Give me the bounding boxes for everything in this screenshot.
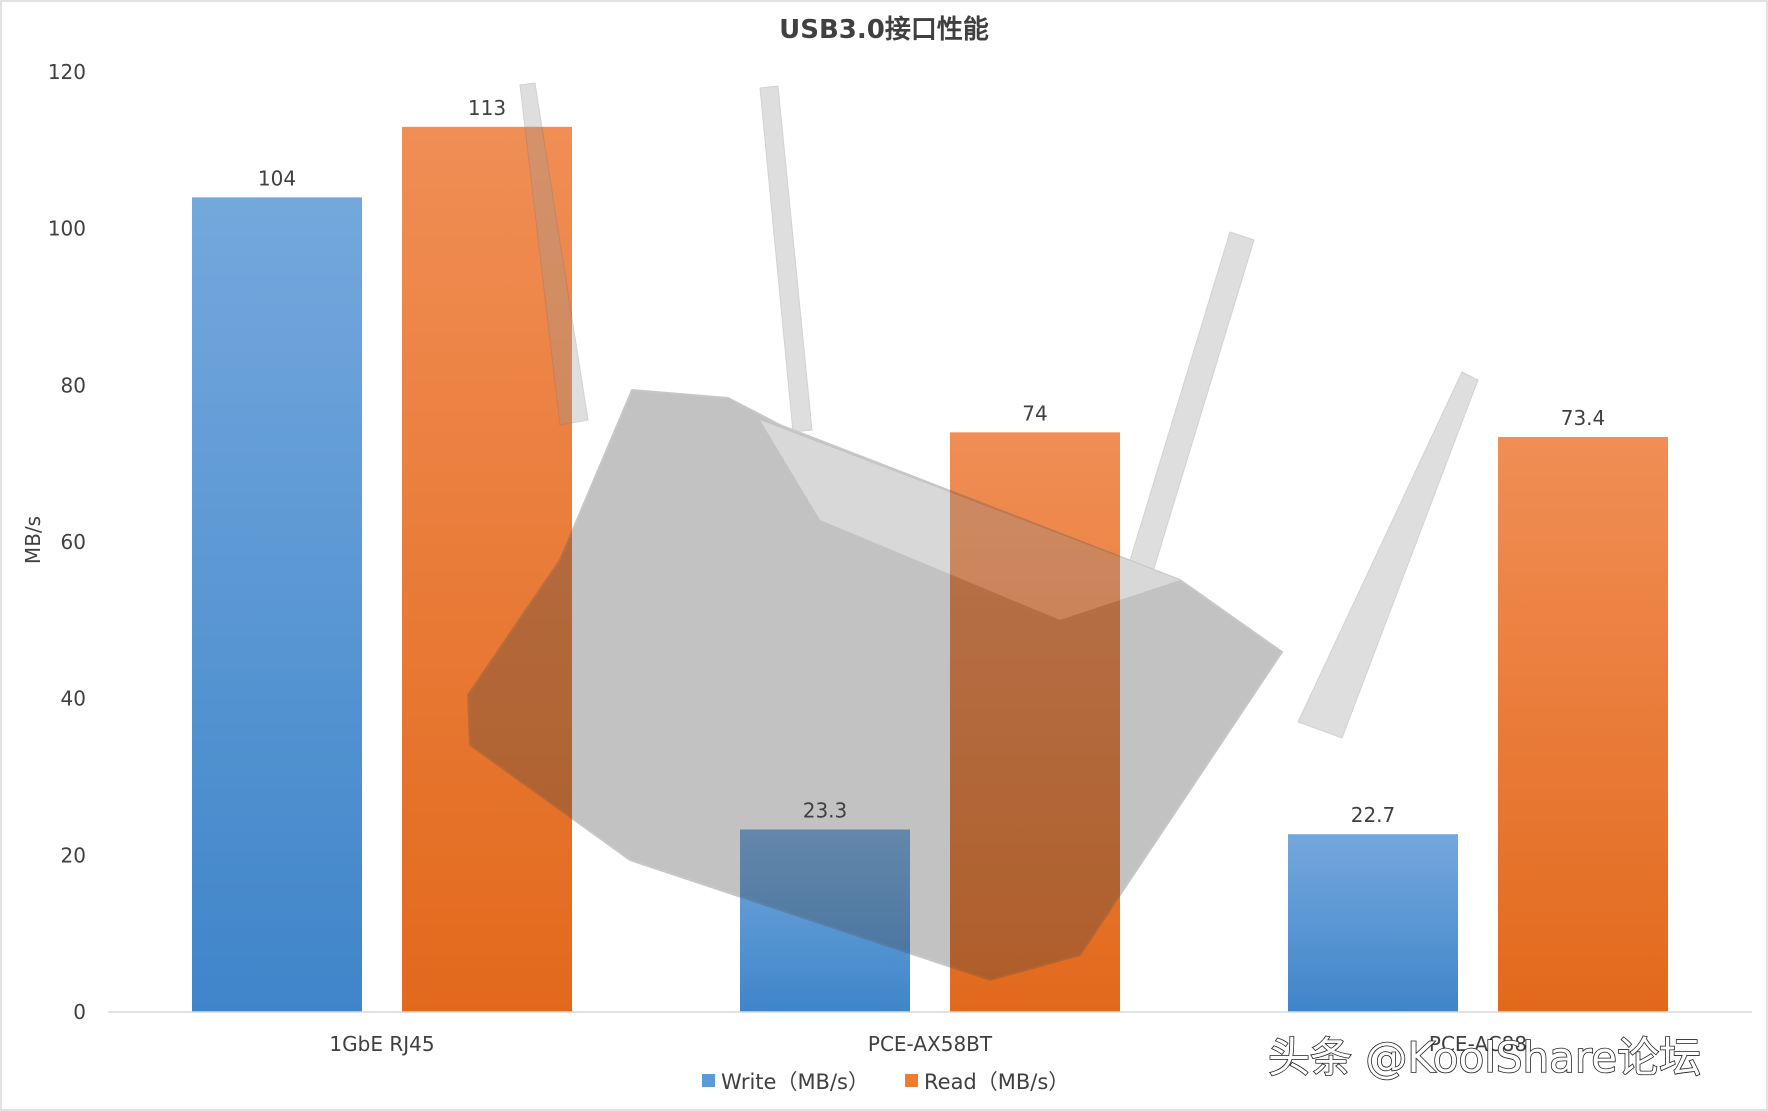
x-category-label: 1GbE RJ45: [329, 1032, 434, 1056]
data-label: 104: [258, 166, 296, 190]
y-tick-label: 60: [61, 530, 86, 554]
data-label: 73.4: [1561, 406, 1606, 430]
x-category-label: PCE-AX58BT: [868, 1032, 993, 1056]
bar-read: [1498, 437, 1668, 1012]
y-tick-label: 40: [61, 687, 86, 711]
bar-read: [950, 432, 1120, 1012]
y-tick-label: 20: [61, 843, 86, 867]
data-label: 23.3: [803, 798, 848, 822]
bar-read: [402, 126, 572, 1013]
watermark: 头条 @KoolShare论坛: [1267, 1032, 1702, 1083]
bars: [192, 126, 1668, 1013]
legend: Write（MB/s） Read（MB/s）: [702, 1070, 1069, 1094]
y-axis-ticks: 0 20 40 60 80 100 120: [48, 60, 86, 1024]
chart-title: USB3.0接口性能: [779, 14, 989, 45]
y-tick-label: 120: [48, 60, 86, 84]
watermark-text: 头条 @KoolShare论坛: [1268, 1033, 1701, 1082]
data-label: 74: [1022, 401, 1047, 425]
bar-write: [740, 829, 910, 1012]
data-label: 22.7: [1351, 803, 1396, 827]
data-label: 113: [468, 96, 506, 120]
legend-swatch: [905, 1074, 918, 1087]
y-tick-label: 0: [73, 1000, 86, 1024]
legend-label: Write（MB/s）: [721, 1070, 869, 1094]
legend-label: Read（MB/s）: [924, 1070, 1069, 1094]
bar-write: [192, 197, 362, 1013]
y-tick-label: 100: [48, 217, 86, 241]
y-tick-label: 80: [61, 373, 86, 397]
data-labels: 104 113 23.3 74 22.7 73.4: [258, 96, 1605, 827]
x-category-label: PCE-AC88: [1429, 1032, 1527, 1056]
router-watermark-overlay: [466, 82, 1479, 982]
y-axis-label: MB/s: [21, 516, 45, 564]
bar-write: [1288, 834, 1458, 1012]
legend-swatch: [702, 1074, 715, 1087]
x-axis-categories: 1GbE RJ45 PCE-AX58BT PCE-AC88: [329, 1032, 1527, 1056]
